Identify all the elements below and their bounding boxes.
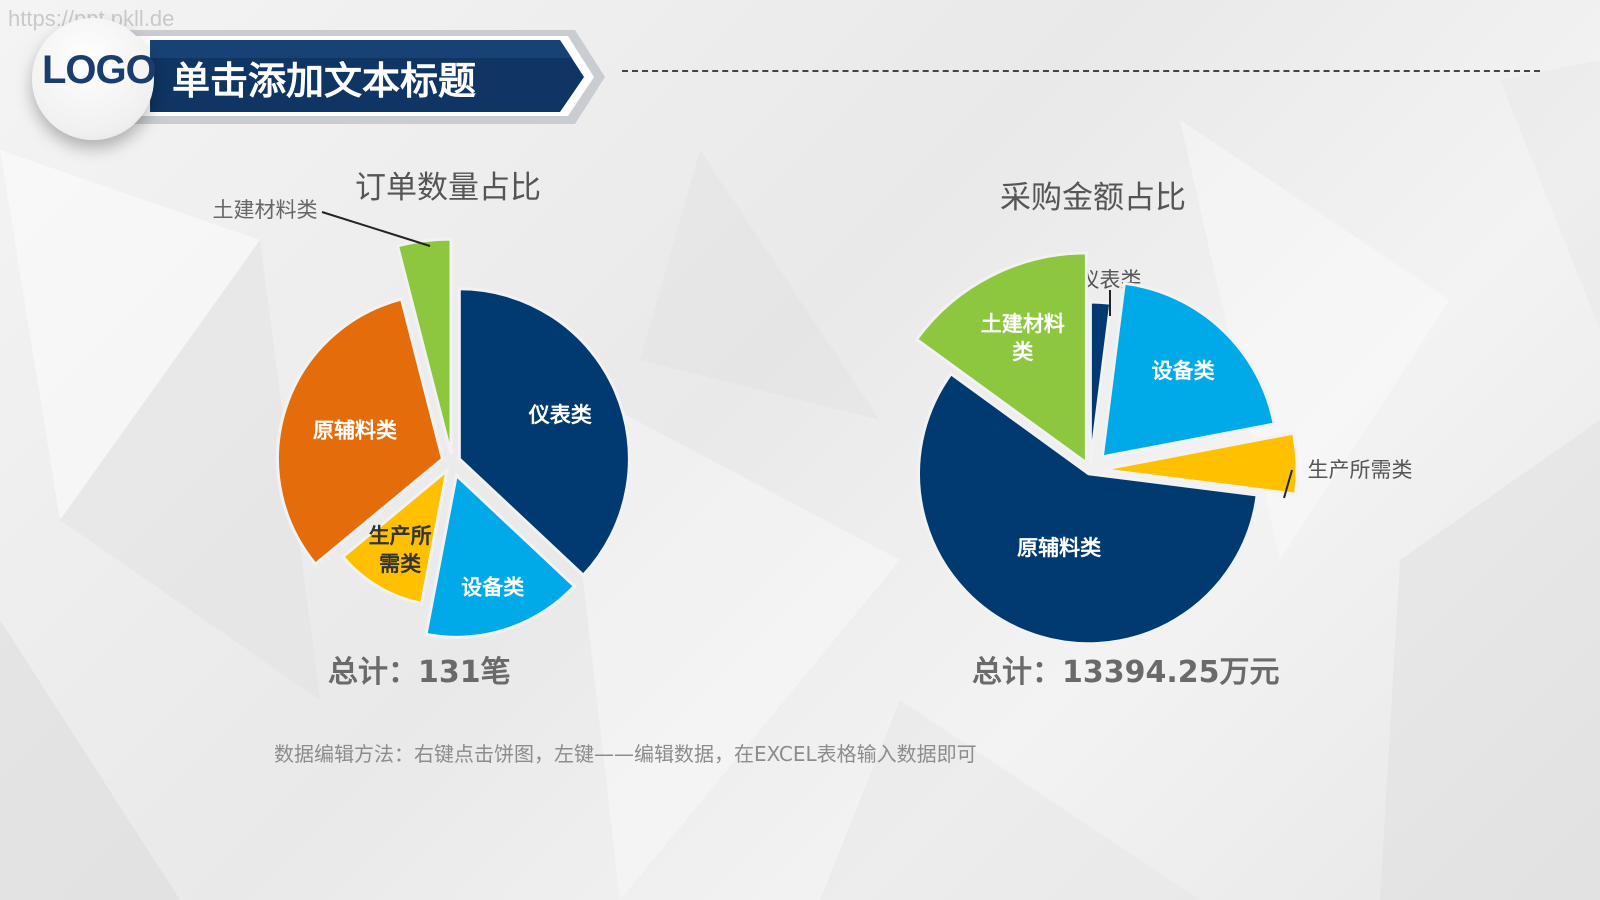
chart1-leader-line bbox=[321, 211, 431, 247]
total-amount: 总计：13394.25万元 bbox=[972, 655, 1280, 690]
data-edit-note: 数据编辑方法：右键点击饼图，左键——编辑数据，在EXCEL表格输入数据即可 bbox=[274, 742, 977, 766]
chart1-slice-label: 生产所需类 bbox=[369, 523, 432, 576]
chart-title-orders: 订单数量占比 bbox=[355, 170, 541, 206]
chart1-slice-production[interactable] bbox=[340, 466, 450, 605]
chart2-slice-equipment[interactable] bbox=[1100, 281, 1276, 459]
total-orders: 总计：131笔 bbox=[328, 655, 511, 690]
logo-badge bbox=[32, 18, 154, 140]
page-title[interactable]: 单击添加文本标题 bbox=[172, 59, 477, 103]
title-banner bbox=[120, 30, 605, 124]
header-divider bbox=[622, 70, 1540, 72]
chart2-leader-line bbox=[1283, 469, 1293, 499]
chart1-slice-label: 原辅料类 bbox=[313, 418, 398, 443]
chart2-slice-label: 原辅料类 bbox=[1017, 535, 1102, 560]
chart2-slice-label: 土建材料类 bbox=[981, 311, 1065, 364]
chart1-slice-raw-materials[interactable] bbox=[276, 297, 445, 567]
chart2-slice-raw-materials[interactable] bbox=[917, 371, 1259, 646]
chart1-slice-instruments[interactable] bbox=[457, 287, 631, 578]
logo-text: LOGO bbox=[42, 48, 157, 92]
chart1-slice-label: 土建材料类 bbox=[213, 198, 318, 222]
chart2-slice-production[interactable] bbox=[1101, 431, 1299, 496]
chart1-slice-civil-materials[interactable] bbox=[395, 237, 453, 455]
chart-title-amount: 采购金额占比 bbox=[1000, 180, 1186, 216]
chart1-slice-equipment[interactable] bbox=[424, 472, 577, 639]
slide-header: LOGO 单击添加文本标题 bbox=[0, 0, 1600, 150]
chart1-slice-label: 设备类 bbox=[461, 575, 525, 600]
chart2-slice-label: 设备类 bbox=[1152, 358, 1216, 383]
chart2-slice-label: 生产所需类 bbox=[1308, 458, 1413, 482]
chart2-slice-civil-materials[interactable] bbox=[914, 251, 1088, 466]
chart1-slice-label: 仪表类 bbox=[528, 402, 593, 427]
